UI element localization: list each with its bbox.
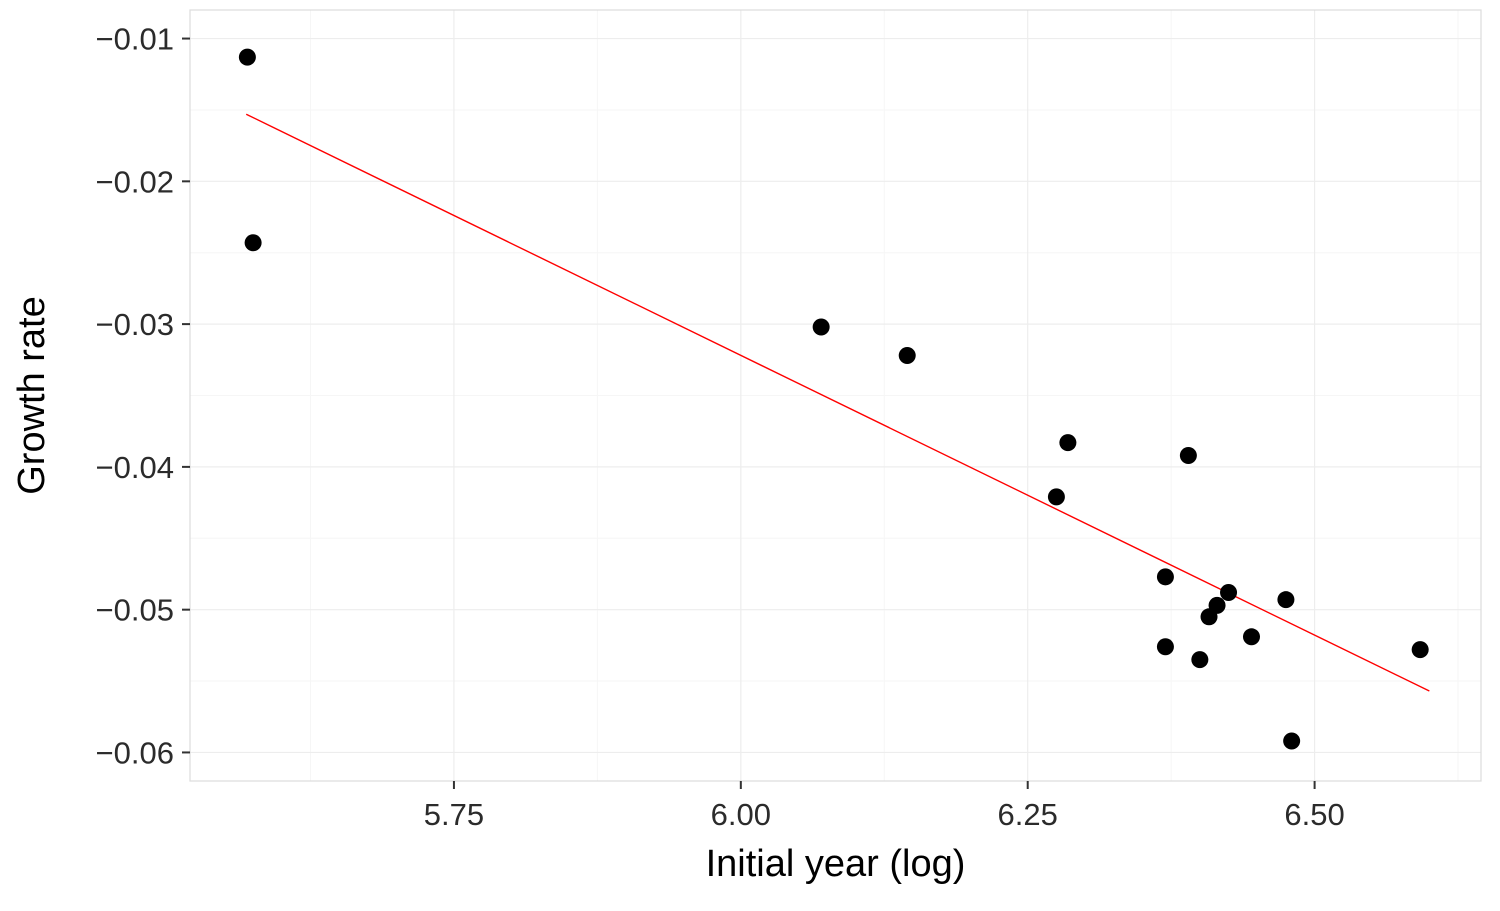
y-tick-label: −0.04 [96, 450, 174, 485]
x-axis-title: Initial year (log) [706, 843, 966, 885]
x-tick-label: 5.75 [424, 797, 484, 832]
x-tick-label: 6.25 [998, 797, 1058, 832]
panel-border [189, 9, 1482, 782]
data-point [1200, 608, 1218, 626]
x-tick-label: 6.50 [1284, 797, 1344, 832]
data-point [1059, 434, 1077, 452]
data-point [1047, 488, 1065, 506]
data-point [1242, 628, 1260, 646]
data-point [1156, 568, 1174, 586]
data-point [1277, 591, 1295, 609]
data-point [1283, 732, 1301, 750]
data-point [244, 234, 262, 252]
y-tick-label: −0.02 [96, 164, 174, 199]
y-axis-title: Growth rate [11, 296, 53, 495]
y-tick-label: −0.06 [96, 735, 174, 770]
data-point [1156, 638, 1174, 656]
data-point [898, 347, 916, 365]
data-point [238, 48, 256, 66]
data-point [1191, 651, 1209, 669]
y-tick-label: −0.01 [96, 22, 174, 57]
x-tick-label: 6.00 [711, 797, 771, 832]
y-tick-label: −0.03 [96, 307, 174, 342]
data-point [1179, 446, 1197, 464]
data-point [812, 318, 830, 336]
y-tick-label: −0.05 [96, 593, 174, 628]
data-point [1411, 641, 1429, 659]
data-point [1220, 584, 1238, 602]
